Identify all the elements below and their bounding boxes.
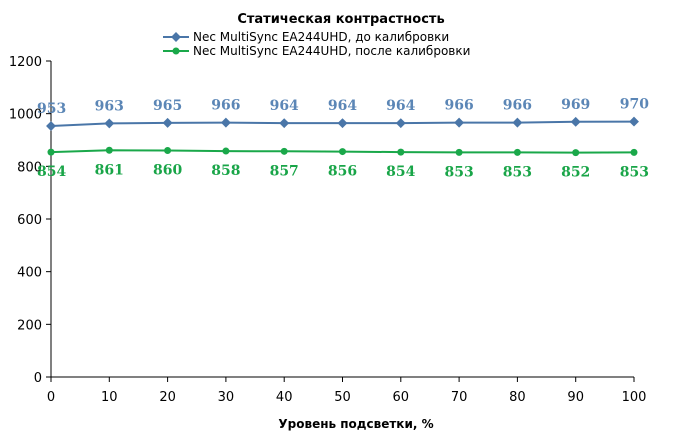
data-label-1: 858: [211, 163, 240, 179]
chart-title: Статическая контрастность: [237, 12, 444, 27]
data-label-0: 970: [620, 97, 649, 113]
data-point-1: [397, 148, 405, 156]
data-label-1: 854: [37, 164, 66, 180]
x-tick-label: 50: [334, 390, 351, 405]
data-label-0: 963: [95, 98, 124, 114]
data-point-1: [339, 148, 346, 156]
y-tick-label: 800: [17, 160, 42, 175]
data-point-0: [395, 118, 406, 129]
data-point-0: [46, 121, 56, 131]
x-tick-label: 20: [159, 390, 176, 405]
data-point-1: [105, 146, 113, 154]
data-point-0: [512, 117, 523, 128]
data-point-0: [279, 118, 290, 129]
x-tick-label: 30: [218, 390, 235, 405]
x-tick-label: 100: [622, 390, 647, 405]
data-point-0: [570, 116, 581, 127]
data-point-1: [572, 149, 580, 157]
x-tick-label: 70: [451, 390, 468, 405]
data-label-1: 853: [444, 164, 473, 180]
data-point-1: [222, 147, 230, 155]
legend-label-before: Nec MultiSync EA244UHD, до калибровки: [193, 30, 449, 44]
data-label-1: 853: [620, 164, 649, 180]
x-axis-label: Уровень подсветки, %: [278, 417, 433, 431]
data-label-0: 966: [211, 98, 240, 114]
data-point-1: [630, 148, 638, 156]
legend-marker-before: [171, 32, 181, 42]
data-label-0: 964: [386, 98, 415, 114]
data-label-0: 966: [503, 98, 532, 114]
legend-entry-after: Nec MultiSync EA244UHD, после калибровки: [163, 44, 470, 58]
data-label-0: 964: [328, 98, 357, 114]
data-label-1: 860: [153, 163, 182, 179]
y-tick-label: 200: [17, 318, 42, 333]
data-point-1: [455, 148, 463, 156]
data-label-0: 964: [270, 98, 299, 114]
x-tick-label: 10: [101, 390, 118, 405]
data-label-0: 969: [561, 97, 590, 113]
legend-entry-before: Nec MultiSync EA244UHD, до калибровки: [163, 30, 449, 44]
y-tick-label: 0: [34, 371, 42, 386]
x-tick-label: 60: [393, 390, 410, 405]
legend-marker-after: [172, 47, 180, 55]
data-label-0: 966: [444, 98, 473, 114]
data-label-1: 856: [328, 164, 357, 180]
data-label-1: 852: [561, 165, 590, 181]
legend-label-after: Nec MultiSync EA244UHD, после калибровки: [193, 44, 470, 58]
axes: 0 200 400 600 800 1000 1200 0 10 20 30 40 50 60 70 80 90…: [9, 55, 647, 405]
legend: Nec MultiSync EA244UHD, до калибровки Ne…: [163, 30, 470, 58]
data-label-1: 861: [95, 162, 124, 178]
y-tick-label: 1200: [9, 55, 42, 70]
data-point-0: [337, 118, 348, 129]
x-tick-label: 90: [567, 390, 584, 405]
y-tick-label: 400: [17, 266, 42, 281]
data-point-0: [162, 117, 173, 128]
data-point-0: [629, 116, 639, 127]
data-point-1: [164, 147, 172, 155]
data-point-1: [280, 147, 288, 155]
x-tick-label: 40: [276, 390, 293, 405]
data-label-0: 965: [153, 98, 182, 114]
y-tick-label: 600: [17, 213, 42, 228]
x-tick-label: 0: [47, 390, 55, 405]
data-labels: 953 963 965 966 964 964 964 966 966 969 970 854 861 8…: [37, 97, 649, 181]
x-tick-label: 80: [509, 390, 526, 405]
data-label-1: 857: [270, 163, 299, 179]
data-point-1: [513, 148, 521, 156]
data-point-0: [104, 118, 115, 129]
data-label-1: 853: [503, 164, 532, 180]
series-layer: [46, 116, 639, 157]
data-point-1: [47, 148, 55, 156]
data-label-1: 854: [386, 164, 415, 180]
y-tick-label: 1000: [9, 108, 42, 123]
data-label-0: 953: [37, 101, 66, 117]
data-point-0: [220, 117, 231, 128]
data-point-0: [454, 117, 465, 128]
